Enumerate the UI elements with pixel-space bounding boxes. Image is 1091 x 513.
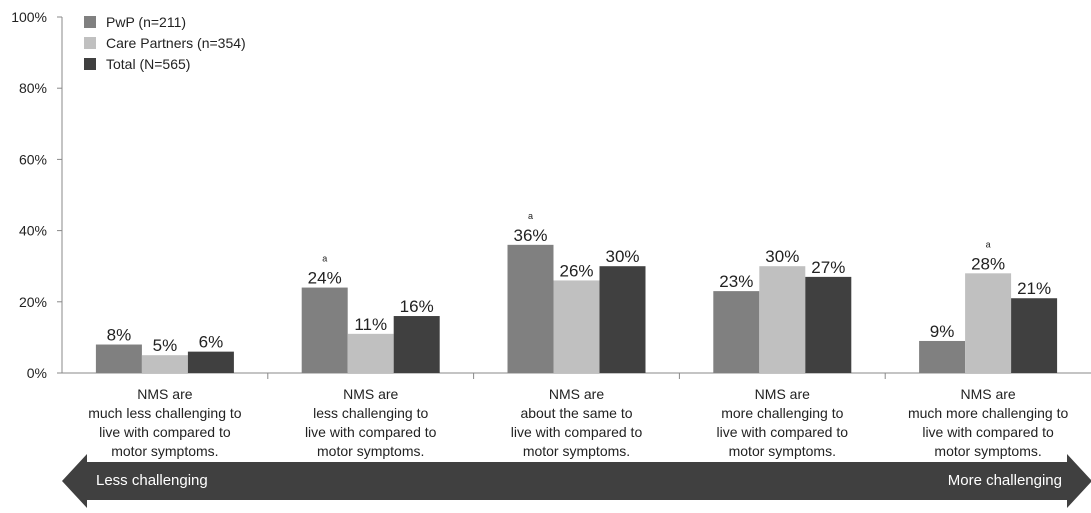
data-label: 16% [400, 297, 434, 316]
bar [141, 355, 188, 373]
category-label: motor symptoms. [317, 443, 424, 459]
data-label: 23% [719, 272, 753, 291]
category-label: more challenging to [721, 405, 843, 421]
bar [759, 266, 806, 373]
category-label: live with compared to [717, 424, 849, 440]
legend-label-total: Total (N=565) [106, 55, 191, 72]
category-label: live with compared to [99, 424, 231, 440]
data-label: 36% [513, 226, 547, 245]
y-tick-label: 20% [19, 294, 47, 310]
data-label: 28% [971, 254, 1005, 273]
bar [507, 244, 554, 373]
data-label: 21% [1017, 279, 1051, 298]
bar [347, 333, 394, 373]
category-label: live with compared to [305, 424, 437, 440]
annotation-marker: a [528, 211, 533, 221]
category-label: NMS are [755, 386, 810, 402]
y-tick-label: 40% [19, 223, 47, 239]
category-label: motor symptoms. [111, 443, 218, 459]
bar [965, 273, 1012, 373]
bar [95, 344, 142, 373]
bar [393, 316, 440, 373]
legend-swatch-pwp [84, 15, 96, 28]
data-label: 26% [559, 261, 593, 280]
data-label: 30% [605, 247, 639, 266]
legend-swatch-total [84, 57, 96, 70]
legend-item-pwp: PwP (n=211) [84, 11, 246, 32]
bar [805, 276, 852, 373]
category-label: live with compared to [511, 424, 643, 440]
bar [919, 340, 966, 373]
bar [301, 287, 348, 373]
category-label: motor symptoms. [934, 443, 1041, 459]
y-tick-label: 100% [11, 9, 47, 25]
legend: PwP (n=211) Care Partners (n=354) Total … [84, 11, 246, 74]
bar [713, 291, 760, 373]
y-tick-label: 60% [19, 151, 47, 167]
category-label: about the same to [520, 405, 632, 421]
data-label: 24% [308, 269, 342, 288]
bar [599, 266, 646, 373]
bar [553, 280, 600, 373]
data-label: 6% [199, 333, 224, 352]
legend-item-total: Total (N=565) [84, 53, 246, 74]
bar [1011, 298, 1058, 373]
category-label: much less challenging to [88, 405, 242, 421]
category-label: less challenging to [313, 405, 428, 421]
legend-swatch-care-partners [84, 36, 96, 49]
category-label: much more challenging to [908, 405, 1069, 421]
legend-item-care-partners: Care Partners (n=354) [84, 32, 246, 53]
category-label: NMS are [137, 386, 192, 402]
y-tick-label: 80% [19, 80, 47, 96]
category-label: motor symptoms. [729, 443, 836, 459]
data-label: 30% [765, 247, 799, 266]
y-tick-label: 0% [27, 365, 47, 381]
challenge-scale-arrow: Less challenging More challenging [62, 454, 1091, 508]
bar [187, 351, 234, 373]
category-label: live with compared to [922, 424, 1054, 440]
legend-label-pwp: PwP (n=211) [106, 13, 187, 30]
double-arrow-icon [62, 454, 1091, 508]
legend-label-care-partners: Care Partners (n=354) [106, 34, 246, 51]
category-label: NMS are [549, 386, 604, 402]
annotation-marker: a [322, 254, 327, 264]
data-label: 27% [811, 258, 845, 277]
category-label: NMS are [960, 386, 1015, 402]
data-label: 11% [354, 315, 387, 334]
category-label: NMS are [343, 386, 398, 402]
data-label: 9% [930, 322, 955, 341]
arrow-label-more: More challenging [947, 472, 1062, 489]
data-label: 8% [107, 326, 132, 345]
data-label: 5% [153, 336, 178, 355]
arrow-label-less: Less challenging [96, 472, 208, 489]
annotation-marker: a [986, 239, 991, 249]
category-label: motor symptoms. [523, 443, 630, 459]
